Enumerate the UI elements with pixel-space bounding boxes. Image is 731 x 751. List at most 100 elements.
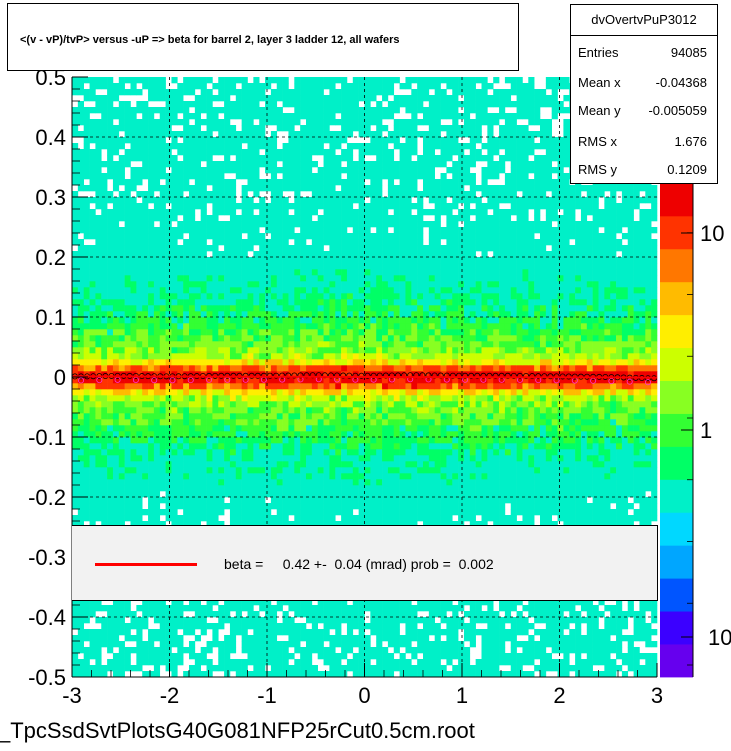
- heatmap-cell: [218, 479, 225, 486]
- heatmap-cell: [107, 611, 114, 618]
- heatmap-cell: [499, 623, 506, 630]
- heatmap-cell: [528, 401, 535, 408]
- heatmap-cell: [534, 359, 541, 366]
- heatmap-cell: [352, 491, 359, 498]
- heatmap-cell: [446, 359, 453, 366]
- heatmap-cell: [405, 449, 412, 456]
- heatmap-cell: [89, 347, 96, 354]
- heatmap-cell: [341, 437, 348, 444]
- heatmap-cell: [89, 611, 96, 618]
- heatmap-cell: [346, 425, 354, 432]
- heatmap-cell: [458, 389, 465, 396]
- heatmap-cell: [189, 437, 196, 444]
- heatmap-cell: [633, 617, 640, 624]
- heatmap-cell: [241, 425, 248, 432]
- heatmap-cell: [282, 401, 289, 408]
- heatmap-cell: [253, 479, 260, 486]
- heatmap-cell: [352, 431, 359, 438]
- heatmap-cell: [253, 425, 260, 432]
- heatmap-cell: [335, 383, 342, 390]
- heatmap-cell: [399, 407, 406, 414]
- heatmap-cell: [241, 509, 248, 516]
- heatmap-cell: [446, 653, 453, 660]
- heatmap-cell: [598, 491, 605, 498]
- heatmap-cell: [159, 623, 166, 630]
- heatmap-cell: [504, 413, 512, 420]
- heatmap-cell: [253, 437, 260, 444]
- heatmap-cell: [475, 359, 482, 366]
- heatmap-cell: [382, 461, 389, 468]
- heatmap-cell: [428, 659, 435, 666]
- heatmap-cell: [434, 365, 441, 372]
- heatmap-cell: [563, 461, 570, 468]
- heatmap-cell: [352, 659, 359, 666]
- heatmap-cell: [311, 377, 318, 384]
- heatmap-cell: [270, 617, 278, 624]
- heatmap-cell: [112, 671, 120, 678]
- heatmap-cell: [335, 389, 342, 396]
- heatmap-cell: [510, 383, 517, 390]
- heatmap-cell: [580, 377, 588, 384]
- heatmap-cell: [294, 407, 301, 414]
- heatmap-cell: [335, 479, 342, 486]
- heatmap-cell: [165, 413, 172, 420]
- heatmap-cell: [399, 455, 406, 462]
- heatmap-cell: [452, 665, 459, 672]
- heatmap-cell: [189, 485, 196, 492]
- heatmap-cell: [341, 425, 348, 432]
- heatmap-cell: [598, 371, 605, 378]
- heatmap-cell: [159, 521, 166, 528]
- heatmap-cell: [294, 665, 301, 672]
- heatmap-cell: [370, 359, 377, 366]
- heatmap-cell: [440, 437, 447, 444]
- heatmap-cell: [341, 521, 348, 528]
- heatmap-cell: [569, 641, 576, 648]
- heatmap-cell: [423, 383, 430, 390]
- heatmap-cell: [452, 359, 459, 366]
- heatmap-cell: [341, 617, 348, 624]
- heatmap-cell: [253, 515, 260, 522]
- heatmap-cell: [569, 629, 576, 636]
- heatmap-cell: [592, 395, 599, 402]
- heatmap-cell: [200, 647, 207, 654]
- heatmap-cell: [77, 479, 84, 486]
- heatmap-cell: [639, 461, 646, 468]
- heatmap-cell: [112, 509, 120, 516]
- heatmap-cell: [428, 407, 435, 414]
- heatmap-cell: [358, 461, 365, 468]
- heatmap-cell: [399, 389, 406, 396]
- heatmap-cell: [592, 473, 599, 480]
- heatmap-cell: [311, 443, 318, 450]
- heatmap-cell: [645, 377, 652, 384]
- heatmap-cell: [352, 437, 359, 444]
- heatmap-cell: [142, 455, 149, 462]
- heatmap-cell: [598, 635, 605, 642]
- heatmap-cell: [136, 623, 143, 630]
- heatmap-cell: [651, 353, 658, 360]
- heatmap-cell: [651, 371, 658, 378]
- heatmap-cell: [376, 419, 383, 426]
- heatmap-cell: [563, 407, 570, 414]
- heatmap-cell: [481, 635, 488, 642]
- heatmap-cell: [89, 449, 96, 456]
- heatmap-cell: [469, 425, 476, 432]
- heatmap-cell: [107, 389, 114, 396]
- heatmap-cell: [446, 659, 453, 666]
- heatmap-cell: [130, 461, 137, 468]
- heatmap-cell: [575, 359, 582, 366]
- heatmap-cell: [159, 347, 166, 354]
- heatmap-cell: [651, 629, 658, 636]
- heatmap-cell: [276, 491, 283, 498]
- heatmap-cell: [241, 443, 248, 450]
- heatmap-cell: [265, 623, 272, 630]
- heatmap-cell: [452, 509, 459, 516]
- heatmap-cell: [265, 467, 272, 474]
- heatmap-cell: [598, 653, 605, 660]
- heatmap-cell: [212, 413, 219, 420]
- heatmap-cell: [118, 383, 125, 390]
- heatmap-cell: [118, 509, 125, 516]
- heatmap-cell: [487, 485, 494, 492]
- heatmap-cell: [411, 635, 418, 642]
- heatmap-cell: [645, 503, 652, 510]
- heatmap-cell: [370, 419, 377, 426]
